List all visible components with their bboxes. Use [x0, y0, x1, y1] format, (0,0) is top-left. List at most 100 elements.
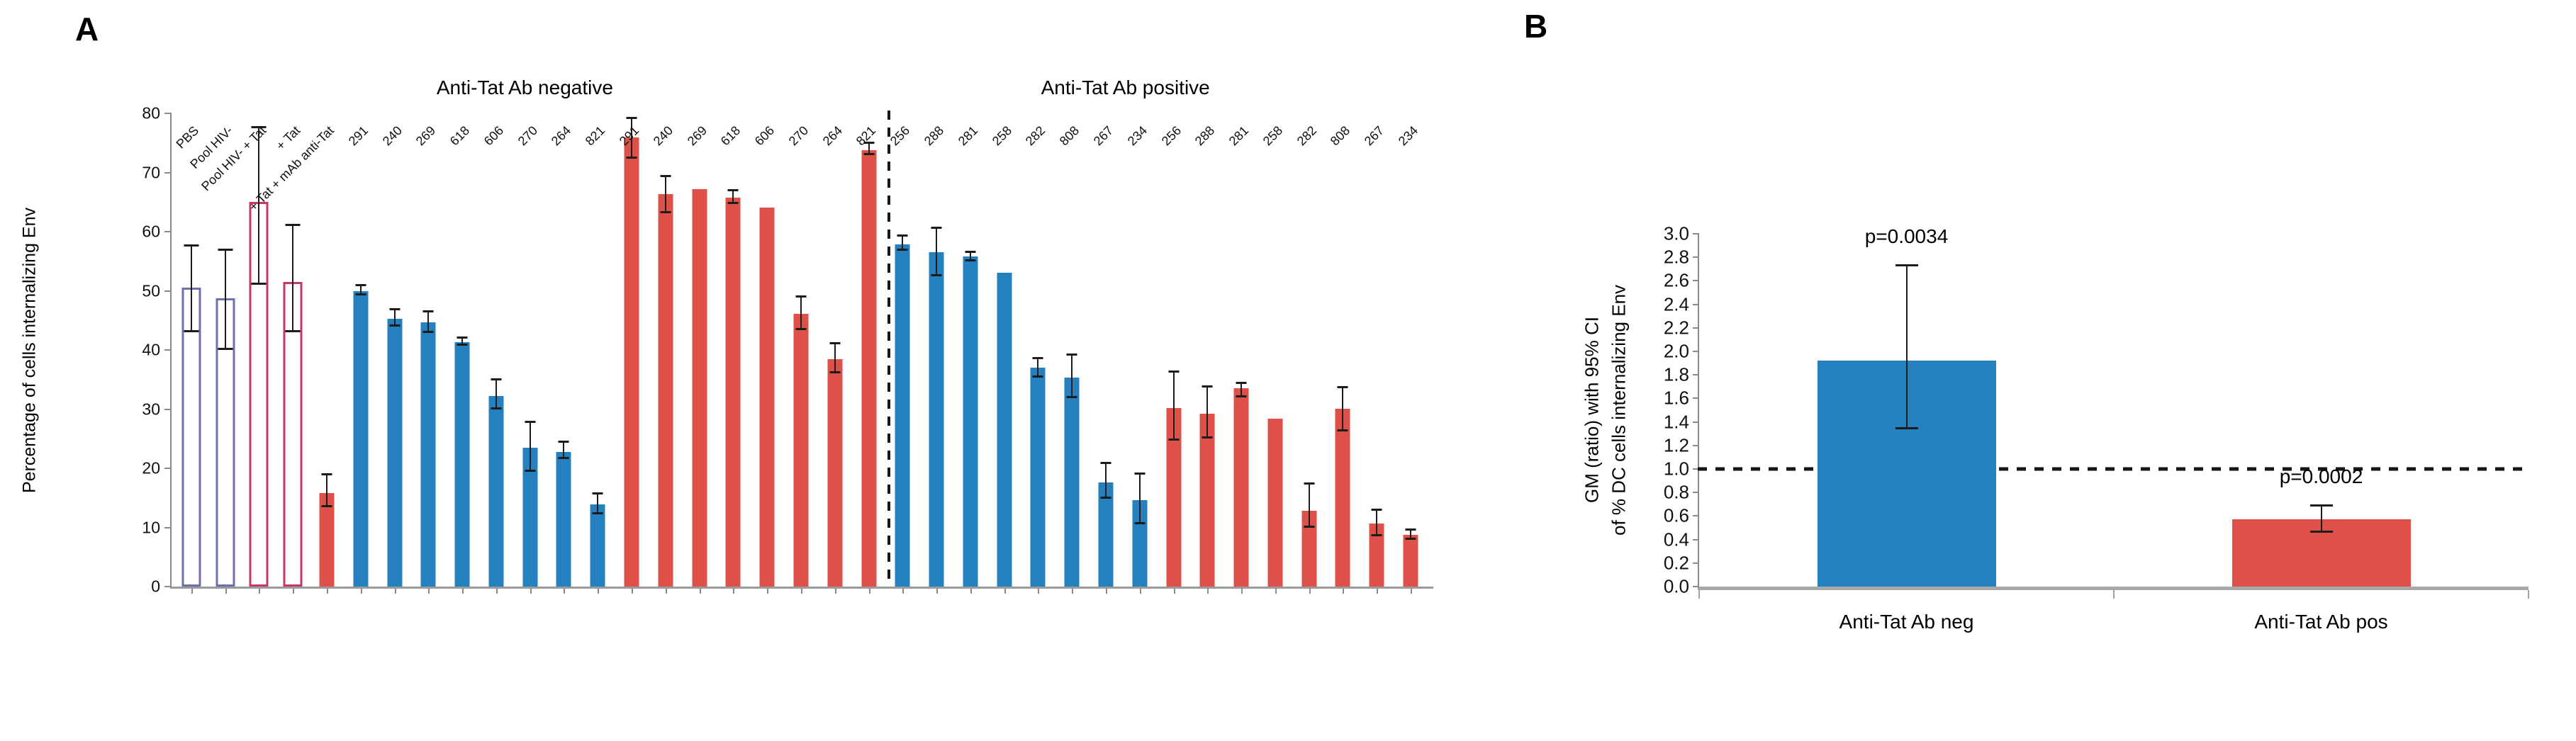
error-bar-cap-top — [592, 492, 603, 494]
error-bar-cap-bottom — [491, 407, 502, 410]
error-bar-cap-bottom — [626, 157, 637, 159]
x-tick-mark — [462, 589, 464, 594]
x-tick-label: PBS — [173, 123, 202, 152]
error-bar — [902, 236, 904, 251]
y-tick-label: 0.0 — [1663, 575, 1689, 597]
y-tick-label: 3.0 — [1663, 222, 1689, 244]
x-tick-label: 821 — [853, 123, 879, 149]
x-tick-mark — [632, 589, 634, 594]
y-tick-label: 0.8 — [1663, 481, 1689, 503]
x-tick-mark — [868, 589, 870, 594]
error-bar-cap-bottom — [1236, 395, 1247, 397]
bar — [454, 342, 470, 587]
error-bar-cap-bottom — [285, 329, 301, 332]
error-bar-cap-bottom — [355, 293, 366, 296]
bar — [759, 207, 775, 587]
y-tick-label: 1.4 — [1663, 411, 1689, 433]
error-bar — [1342, 388, 1344, 432]
error-bar-cap-top — [1168, 370, 1180, 373]
x-tick-mark — [2113, 590, 2115, 599]
panel-b-bars: p=0.0034 Anti-Tat Ab neg p=0.0002 Anti-Tat … — [1699, 225, 2529, 633]
bar — [1132, 500, 1148, 587]
error-bar-cap-top — [660, 175, 671, 178]
bar-slot: 234 — [1123, 113, 1157, 594]
bar — [353, 290, 369, 587]
bar-slot: 606 — [750, 113, 784, 594]
x-tick-mark — [1275, 589, 1277, 594]
error-bar — [190, 246, 192, 332]
bar — [793, 314, 809, 587]
y-tick-label: 2.0 — [1663, 340, 1689, 362]
bar-slot: 270 — [784, 113, 818, 594]
error-bar — [1376, 511, 1378, 537]
x-tick-label: 269 — [684, 123, 710, 149]
bar — [181, 288, 201, 587]
group-separator-dashed-line — [887, 111, 891, 587]
error-bar-cap-top — [626, 117, 637, 120]
x-tick-mark — [428, 589, 430, 594]
y-tick-label: 30 — [142, 400, 160, 418]
x-tick-mark — [530, 589, 532, 594]
bar-slot: 281 — [953, 113, 987, 594]
error-bar — [1410, 530, 1412, 541]
error-bar — [292, 225, 294, 332]
error-bar-cap-top — [491, 378, 502, 381]
x-tick-label: 618 — [718, 123, 744, 149]
y-tick-mark — [1693, 538, 1699, 541]
y-tick-mark — [164, 468, 172, 469]
error-bar — [834, 344, 836, 373]
bar-slot: 282 — [1021, 113, 1055, 594]
x-tick-label: 281 — [955, 123, 981, 149]
bar — [1403, 534, 1418, 587]
panel-b-y-axis-title-line2: of % DC cells internalizing Env — [1608, 284, 1630, 536]
error-bar-cap-top — [321, 473, 332, 476]
panel-a-plot-area: Anti-Tat Ab negative Anti-Tat Ab positiv… — [142, 77, 1433, 596]
error-bar-cap-top — [1100, 462, 1111, 465]
bar — [522, 447, 538, 587]
bar-slot: 240 — [378, 113, 412, 594]
error-bar-cap-top — [1405, 528, 1416, 531]
bar-slot: 269 — [683, 113, 717, 594]
error-bar-cap-bottom — [1337, 429, 1348, 432]
y-tick-label: 0 — [151, 577, 160, 596]
error-bar-cap-top — [1032, 357, 1043, 360]
x-tick-label: + Tat — [273, 123, 303, 153]
x-tick-mark — [665, 589, 667, 594]
error-bar-cap-top — [1371, 509, 1382, 511]
panel-b-plot-area: 0.0 0.2 0.4 0.6 0.8 1.0 1.2 1.4 1.6 1.8 2.0 2.2 2.4 2… — [1664, 223, 2529, 633]
x-tick-mark — [1207, 589, 1209, 594]
error-bar — [732, 191, 734, 204]
bar-slot: 288 — [1190, 113, 1224, 594]
bar — [1369, 523, 1384, 587]
error-bar-cap-bottom — [897, 248, 908, 251]
error-bar-cap-bottom — [660, 211, 671, 214]
x-tick-mark — [2528, 590, 2529, 599]
x-tick-mark — [564, 589, 566, 594]
bar-slot: Pool HIV- + Tat — [198, 113, 276, 594]
panel-b-y-axis-title-line1: GM (ratio) with 95% CI — [1581, 317, 1603, 504]
error-bar — [1071, 355, 1073, 399]
error-bar — [563, 443, 565, 460]
x-tick-mark — [394, 589, 396, 594]
error-bar-cap-bottom — [727, 201, 739, 204]
x-tick-label: 267 — [1090, 123, 1116, 149]
bar-slot: + Tat — [273, 113, 310, 594]
error-bar-cap-top — [457, 336, 468, 339]
y-tick-mark — [1693, 515, 1699, 517]
x-tick-mark — [1105, 589, 1107, 594]
y-tick-mark — [1693, 444, 1699, 446]
error-bar-cap-top — [1134, 473, 1146, 475]
error-bar — [1241, 383, 1243, 397]
error-bar-cap-bottom — [218, 348, 233, 350]
error-bar — [224, 250, 226, 350]
bar — [488, 396, 504, 587]
bar-slot: 281 — [1224, 113, 1258, 594]
error-bar-cap-bottom — [321, 505, 332, 508]
category-label: Anti-Tat Ab neg — [1839, 611, 1974, 633]
x-tick-label: 256 — [887, 123, 913, 149]
error-bar — [597, 494, 599, 515]
error-bar-cap-bottom — [422, 330, 434, 333]
bar-slot: 256 — [1157, 113, 1191, 594]
error-bar-cap-top — [218, 248, 233, 251]
error-bar-cap-top — [727, 189, 739, 192]
